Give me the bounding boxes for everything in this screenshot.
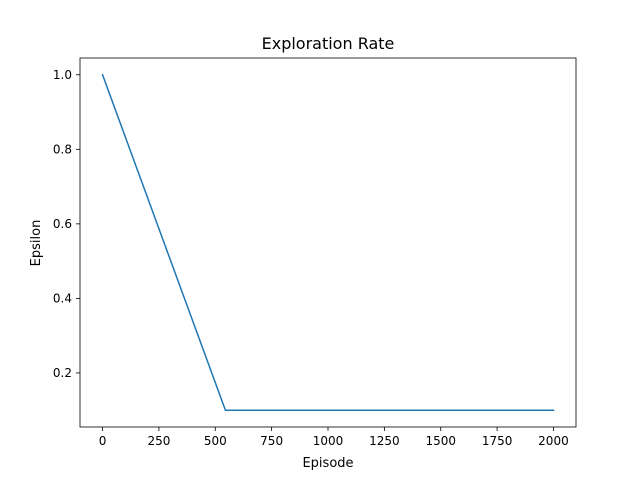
- y-tick-label: 0.6: [53, 217, 72, 231]
- x-tick-label: 0: [99, 434, 107, 448]
- x-tick-label: 1000: [313, 434, 344, 448]
- x-tick-label: 1750: [482, 434, 513, 448]
- x-tick-label: 1250: [369, 434, 400, 448]
- y-tick-label: 0.8: [53, 142, 72, 156]
- y-tick-label: 0.4: [53, 291, 72, 305]
- x-tick-label: 2000: [538, 434, 569, 448]
- plot-background: [80, 58, 576, 427]
- y-tick-label: 0.2: [53, 366, 72, 380]
- y-axis-label: Epsilon: [29, 220, 44, 267]
- y-tick-label: 1.0: [53, 68, 72, 82]
- x-tick-label: 1500: [425, 434, 456, 448]
- x-tick-label: 250: [147, 434, 170, 448]
- plot-frame: [79, 57, 577, 428]
- x-tick-label: 750: [260, 434, 283, 448]
- chart-title: Exploration Rate: [262, 34, 395, 53]
- series-line-0: [101, 73, 555, 411]
- plot-area: 0 250 500 750 1000 1250 1500 1750 2000 0.2 0.4 0.6 0…: [53, 57, 577, 448]
- x-tick-label: 500: [204, 434, 227, 448]
- x-axis-label: Episode: [302, 456, 353, 471]
